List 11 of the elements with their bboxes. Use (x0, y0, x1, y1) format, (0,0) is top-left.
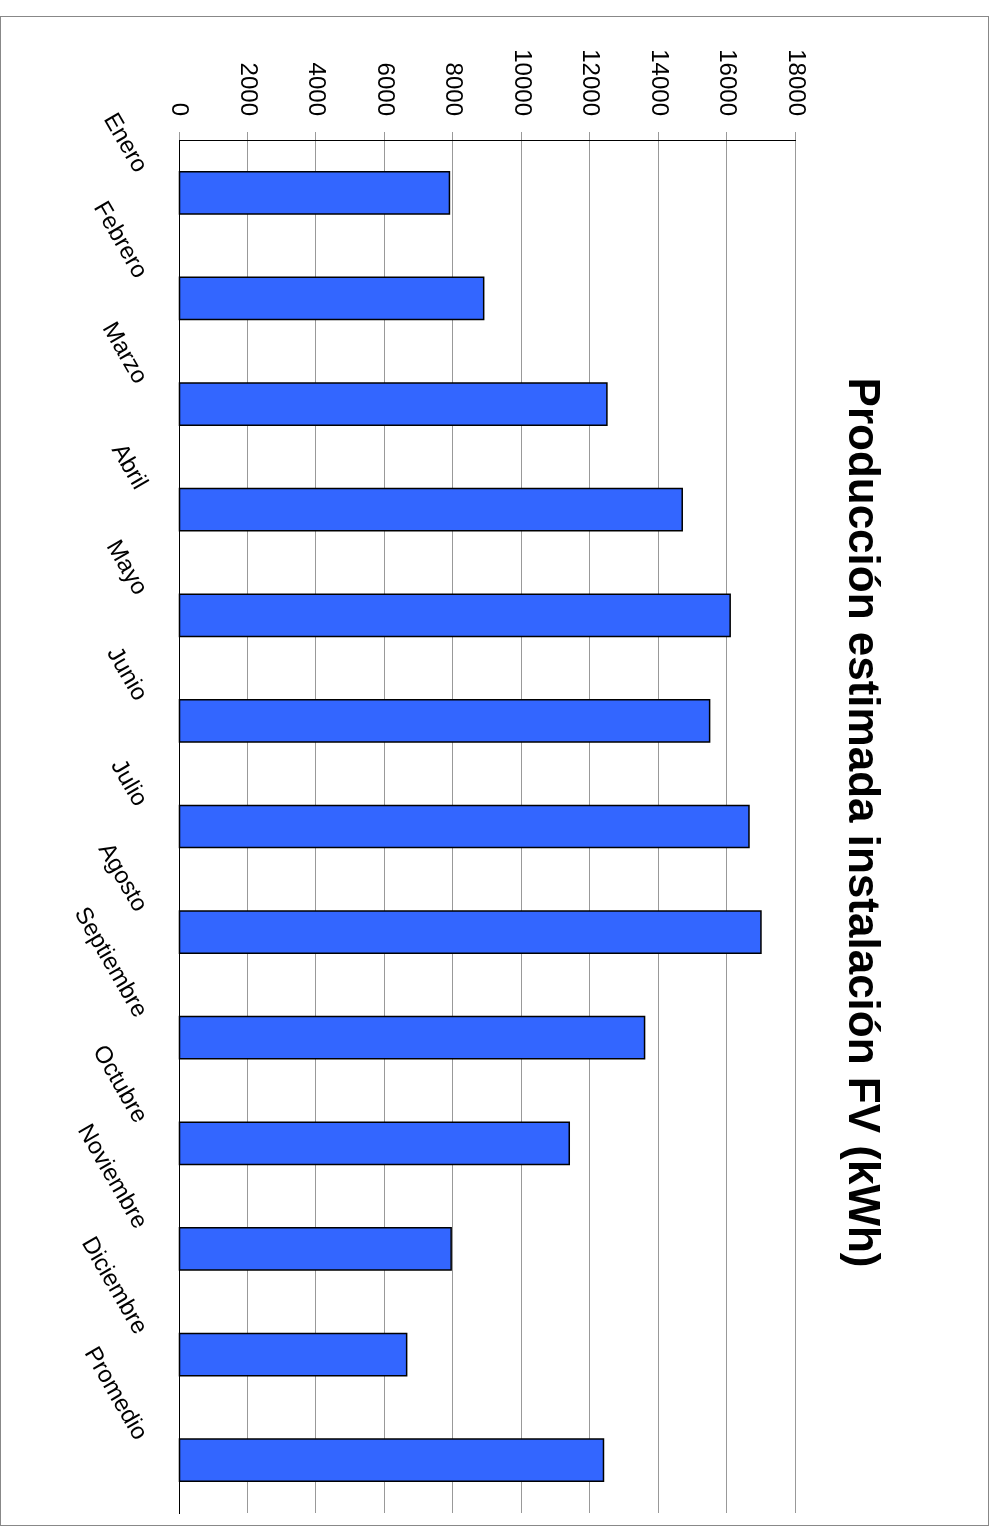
x-tick-label: 8000 (441, 62, 469, 116)
text: Producción estimada instalación FV (kWh) (840, 377, 890, 1268)
x-tick-label: 12000 (578, 49, 606, 116)
x-tick-label: 4000 (304, 62, 332, 116)
x-tick-label: 6000 (372, 62, 400, 116)
x-tick-label: 0 (167, 102, 195, 116)
x-tick-label: 2000 (235, 62, 263, 116)
x-tick-label: 18000 (783, 49, 811, 116)
x-tick-label: 16000 (715, 49, 743, 116)
x-tick-label: 14000 (646, 49, 674, 116)
x-tick-label: 10000 (509, 49, 537, 116)
